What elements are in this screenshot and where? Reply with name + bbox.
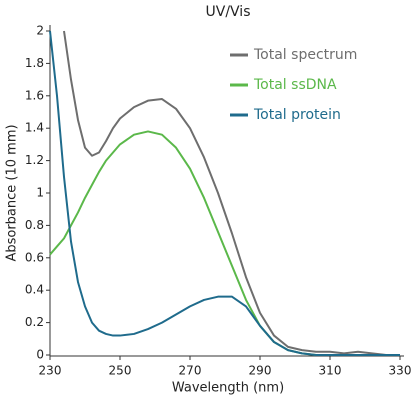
legend-label: Total spectrum xyxy=(253,47,357,63)
series-line xyxy=(49,130,400,356)
y-tick-label: 0.6 xyxy=(25,250,44,264)
y-tick-label: 1.8 xyxy=(25,56,44,70)
y-tick-label: 0.8 xyxy=(25,218,44,232)
y-tick-label: 0 xyxy=(36,348,44,362)
legend-label: Total protein xyxy=(253,107,341,123)
x-axis-label: Wavelength (nm) xyxy=(172,381,284,396)
series-line xyxy=(63,30,400,356)
y-tick-label: 0.4 xyxy=(25,283,44,297)
x-tick-label: 290 xyxy=(249,364,272,378)
x-tick-label: 310 xyxy=(319,364,342,378)
y-tick-label: 1.2 xyxy=(25,153,44,167)
x-tick-label: 270 xyxy=(179,364,202,378)
x-tick-label: 230 xyxy=(39,364,62,378)
chart-title: UV/Vis xyxy=(206,4,251,20)
y-tick-label: 2 xyxy=(36,24,44,38)
x-tick-label: 330 xyxy=(389,364,412,378)
y-axis-label: Absorbance (10 mm) xyxy=(5,124,20,261)
x-tick-label: 250 xyxy=(109,364,132,378)
y-tick-label: 1.4 xyxy=(25,121,44,135)
y-tick-label: 0.2 xyxy=(25,315,44,329)
series-line xyxy=(49,30,400,356)
y-tick-label: 1.6 xyxy=(25,88,44,102)
legend-label: Total ssDNA xyxy=(253,77,337,93)
y-tick-label: 1 xyxy=(36,186,44,200)
